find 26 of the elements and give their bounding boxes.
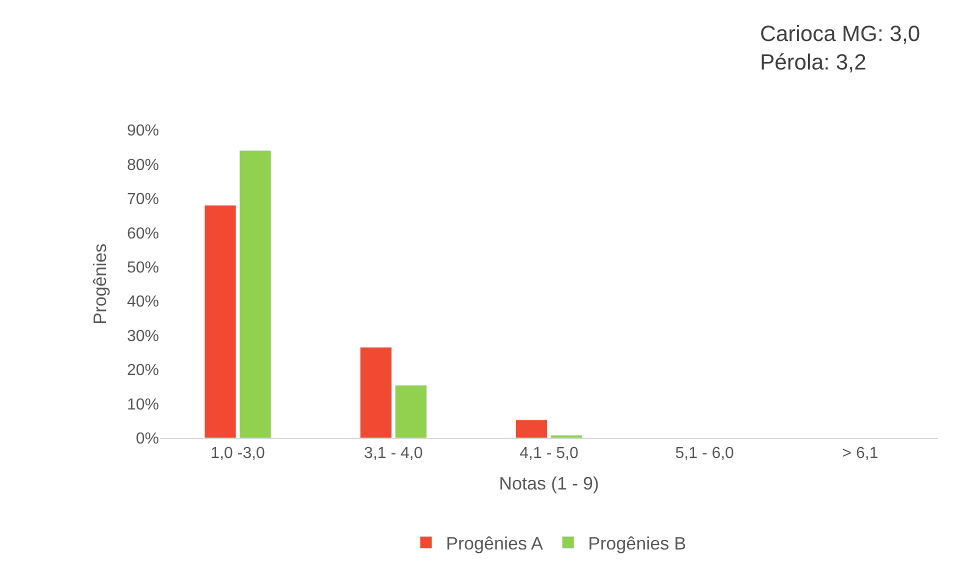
legend-label: Progênies B <box>588 533 686 554</box>
text: Carioca MG: 3,0 Pérola: 3,2 <box>760 21 920 75</box>
x-axis-title: Notas (1 - 9) <box>498 473 600 494</box>
bar <box>515 420 548 438</box>
y-tick-label: 50% <box>126 259 159 276</box>
bar <box>204 205 236 438</box>
y-tick-label: 80% <box>126 156 159 174</box>
y-tick-label: 20% <box>126 362 159 380</box>
bar <box>550 435 583 438</box>
bar <box>239 150 272 438</box>
x-tick-label: 5,1 - 6,0 <box>675 445 734 462</box>
y-tick-label: 60% <box>126 225 159 242</box>
y-tick-label: 10% <box>126 396 159 414</box>
y-axis-title: Progênies <box>90 243 110 325</box>
bar <box>394 385 427 438</box>
x-tick-label: > 6,1 <box>842 445 878 462</box>
legend-label: Progênies A <box>446 533 544 554</box>
bar <box>360 347 392 438</box>
y-tick-label: 0% <box>136 430 159 448</box>
x-tick-label: 4,1 - 5,0 <box>520 445 578 462</box>
y-tick-label: 70% <box>126 191 159 208</box>
y-tick-label: 90% <box>126 122 159 140</box>
y-tick-label: 30% <box>126 328 159 345</box>
x-tick-label: 3,1 - 4,0 <box>364 445 423 462</box>
y-tick-label: 40% <box>126 294 159 311</box>
x-tick-label: 1,0 -3,0 <box>210 445 266 462</box>
